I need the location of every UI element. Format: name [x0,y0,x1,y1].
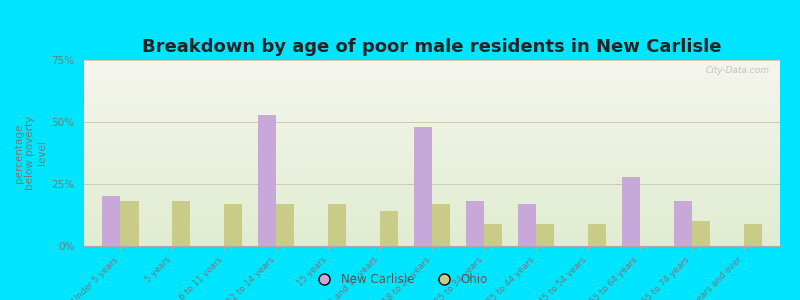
Text: City-Data.com: City-Data.com [706,66,770,75]
Bar [120,201,138,246]
Bar [276,204,294,246]
Bar [674,201,692,246]
Bar [744,224,762,246]
Title: Breakdown by age of poor male residents in New Carlisle: Breakdown by age of poor male residents … [142,38,722,56]
Bar [258,115,276,246]
Bar [224,204,242,246]
Bar [380,211,398,246]
Bar [692,221,710,246]
Bar [588,224,606,246]
Bar [172,201,190,246]
Bar [622,177,640,246]
Bar [328,204,346,246]
Bar [102,196,120,246]
Bar [518,204,536,246]
Y-axis label: percentage
below poverty
level: percentage below poverty level [14,116,47,190]
Bar [536,224,554,246]
Bar [432,204,450,246]
Legend: New Carlisle, Ohio: New Carlisle, Ohio [308,269,492,291]
Bar [414,127,432,246]
Bar [484,224,502,246]
Bar [466,201,484,246]
